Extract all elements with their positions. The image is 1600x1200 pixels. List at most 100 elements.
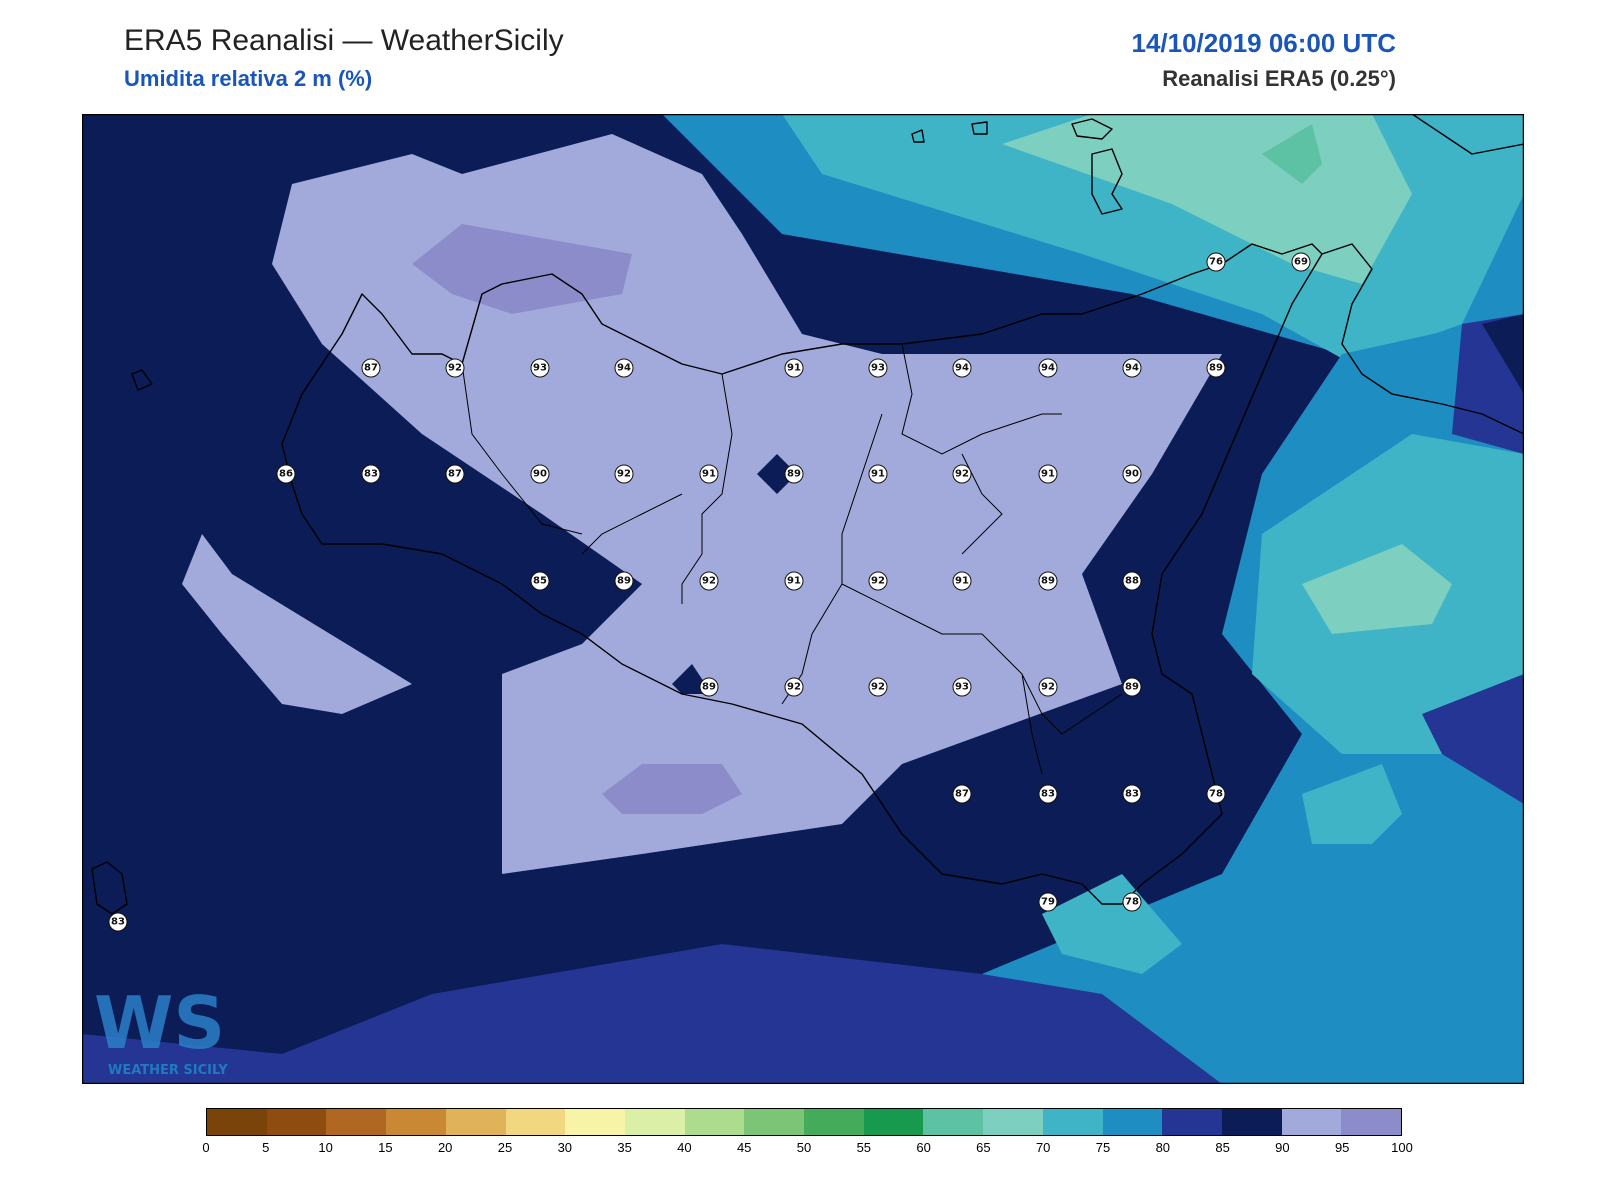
colorbar-tick-label: 75 [1095,1140,1111,1155]
station-marker[interactable]: 83 [1122,784,1142,804]
island-2 [1091,148,1123,215]
svg-text:89: 89 [1041,576,1055,587]
logo-caption: WEATHER SICILY [108,1063,228,1078]
colorbar-tick-label: 50 [796,1140,812,1155]
station-marker[interactable]: 83 [108,912,128,932]
station-marker[interactable]: 87 [445,464,465,484]
station-marker[interactable]: 92 [868,571,888,591]
svg-text:83: 83 [1041,789,1055,800]
colorbar-swatch [1042,1109,1103,1135]
station-marker[interactable]: 89 [614,571,634,591]
colorbar-tick-label: 95 [1334,1140,1350,1155]
svg-text:79: 79 [1041,897,1055,908]
svg-text:91: 91 [702,469,716,480]
station-marker[interactable]: 94 [1122,358,1142,378]
station-marker[interactable]: 86 [276,464,296,484]
station-marker[interactable]: 94 [952,358,972,378]
station-marker[interactable]: 92 [614,464,634,484]
colorbar-tick-label: 5 [262,1140,270,1155]
svg-text:92: 92 [448,363,462,374]
station-marker[interactable]: 89 [699,677,719,697]
svg-text:93: 93 [533,363,547,374]
station-marker[interactable]: 93 [952,677,972,697]
station-marker[interactable]: 92 [699,571,719,591]
station-marker[interactable]: 92 [445,358,465,378]
svg-text:94: 94 [955,363,969,374]
colorbar-swatch [923,1109,984,1135]
svg-text:91: 91 [955,576,969,587]
station-marker[interactable]: 91 [784,358,804,378]
svg-text:92: 92 [787,682,801,693]
station-marker[interactable]: 90 [1122,464,1142,484]
colorbar-tick-label: 85 [1215,1140,1230,1155]
station-marker[interactable]: 83 [1038,784,1058,804]
station-marker[interactable]: 91 [784,571,804,591]
band-75-south [1042,874,1182,974]
station-marker[interactable]: 87 [952,784,972,804]
colorbar-swatch [863,1109,924,1135]
colorbar-tick-label: 25 [497,1140,513,1155]
svg-text:92: 92 [617,469,631,480]
svg-text:89: 89 [617,576,631,587]
svg-text:83: 83 [1125,789,1139,800]
station-marker[interactable]: 78 [1122,892,1142,912]
station-marker[interactable]: 92 [952,464,972,484]
station-marker[interactable]: 91 [1038,464,1058,484]
svg-text:92: 92 [871,576,885,587]
logo-mark: WS [94,981,225,1065]
station-marker[interactable]: 89 [1038,571,1058,591]
weathersicily-logo: WS WEATHER SICILY [94,981,228,1078]
svg-text:92: 92 [955,469,969,480]
station-marker[interactable]: 94 [1038,358,1058,378]
station-marker[interactable]: 88 [1122,571,1142,591]
band-90-spot1 [757,454,797,494]
station-marker[interactable]: 93 [530,358,550,378]
svg-text:87: 87 [364,363,378,374]
stations: 87 92 93 94 91 93 94 94 94 89 76 69 86 8… [108,252,1311,932]
band-70-southeast [1302,764,1402,844]
svg-text:90: 90 [533,469,547,480]
station-marker[interactable]: 91 [952,571,972,591]
station-marker[interactable]: 93 [868,358,888,378]
coastline-calabria [1321,114,1524,435]
colorbar-tick-label: 0 [202,1140,210,1155]
station-marker[interactable]: 69 [1291,252,1311,272]
station-marker[interactable]: 83 [361,464,381,484]
station-marker[interactable]: 79 [1038,892,1058,912]
svg-text:89: 89 [702,682,716,693]
station-marker[interactable]: 91 [699,464,719,484]
station-marker[interactable]: 89 [1122,677,1142,697]
map-source: Reanalisi ERA5 (0.25°) [1162,66,1396,91]
station-marker[interactable]: 89 [1206,358,1226,378]
colorbar-swatch [207,1109,267,1135]
colorbar-swatch [684,1109,745,1135]
station-marker[interactable]: 76 [1206,252,1226,272]
colorbar-swatch [266,1109,327,1135]
svg-text:85: 85 [533,576,547,587]
colorbar-swatch [1221,1109,1282,1135]
station-marker[interactable]: 87 [361,358,381,378]
colorbar-tick-label: 55 [856,1140,872,1155]
svg-text:69: 69 [1294,257,1308,268]
station-marker[interactable]: 94 [614,358,634,378]
svg-text:78: 78 [1209,789,1223,800]
island-5 [131,369,153,391]
station-marker[interactable]: 92 [1038,677,1058,697]
colorbar-swatch [744,1109,805,1135]
svg-text:83: 83 [364,469,378,480]
station-marker[interactable]: 92 [784,677,804,697]
station-marker[interactable]: 89 [784,464,804,484]
station-marker[interactable]: 91 [868,464,888,484]
station-marker[interactable]: 78 [1206,784,1226,804]
map-frame [82,114,1524,1084]
colorbar-swatch [505,1109,566,1135]
colorbar [206,1108,1402,1136]
island-6 [91,861,128,915]
colorbar-tick-label: 40 [677,1140,692,1155]
map-datetime: 14/10/2019 06:00 UTC [1131,28,1396,58]
station-marker[interactable]: 90 [530,464,550,484]
station-marker[interactable]: 85 [530,571,550,591]
colorbar-tick-label: 10 [318,1140,333,1155]
colorbar-tick-label: 70 [1035,1140,1051,1155]
station-marker[interactable]: 92 [868,677,888,697]
